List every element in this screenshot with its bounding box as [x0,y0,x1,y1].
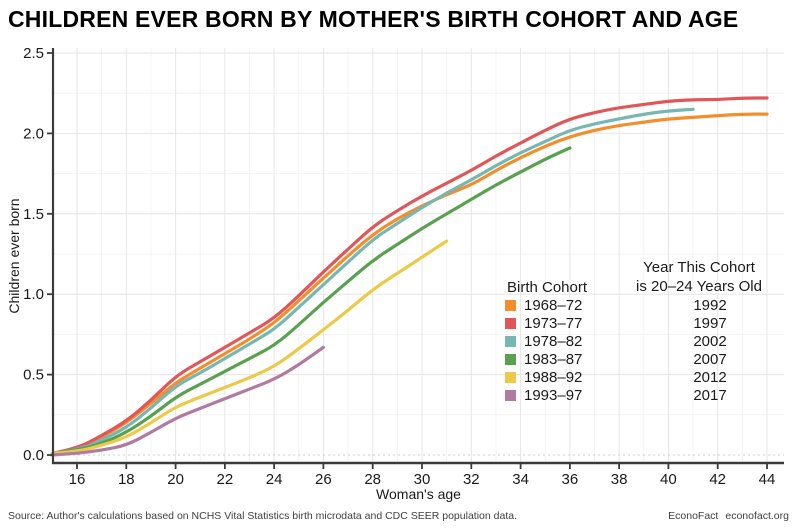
series-line-1983-87 [50,146,572,455]
legend-cohort-label: 1968–72 [524,296,583,314]
legend-year-value: 2002 [693,332,727,350]
legend-year-header-line1: Year This Cohort [643,259,755,276]
x-tick-label: 42 [709,471,726,488]
series-line-1978-82 [50,107,695,455]
x-tick-label: 20 [167,471,184,488]
brand-site: econofact.org [725,510,789,522]
x-tick-label: 26 [315,471,332,488]
legend-swatch-icon [505,353,516,365]
legend-year-value: 2012 [693,368,727,386]
page-title: CHILDREN EVER BORN BY MOTHER'S BIRTH COH… [8,6,739,32]
x-tick-label: 36 [562,471,579,488]
y-tick-label: 1.5 [23,206,44,223]
legend-cohort-header: Birth Cohort [507,279,588,296]
y-tick-label: 1.0 [23,286,44,303]
legend-year-value: 2017 [693,386,727,404]
legend-year-value: 1992 [693,296,727,314]
y-tick-label: 2.0 [23,125,44,142]
legend-cohort-label: 1993–97 [524,386,583,404]
x-tick-label: 40 [660,471,677,488]
legend-swatch-icon [505,335,516,347]
y-tick-label: 2.5 [23,45,44,62]
legend-cohort-label: 1973–77 [524,314,583,332]
series-line-1968-72 [50,112,769,455]
legend-year-value: 2007 [693,350,727,368]
series-line-1988-92 [50,239,449,455]
legend-row: 1973–77 1997 [505,314,797,332]
legend-swatch-icon [505,317,516,329]
x-tick-label: 34 [512,471,529,488]
x-tick-label: 30 [414,471,431,488]
legend-year-header: Year This Cohort is 20–24 Years Old [610,258,788,296]
legend-cohort-label: 1978–82 [524,332,583,350]
series-line-1973-77 [50,96,769,455]
legend-year-header-line2: is 20–24 Years Old [636,278,762,295]
legend-cohort-label: 1988–92 [524,368,583,386]
series-line-1993-97 [50,345,325,457]
legend-cohort-label: 1983–87 [524,350,583,368]
x-tick-label: 44 [759,471,776,488]
legend-year-value: 1997 [693,314,727,332]
legend-row: 1993–97 2017 [505,386,797,404]
x-tick-label: 38 [611,471,628,488]
y-tick-label: 0.5 [23,367,44,384]
x-tick-label: 22 [217,471,234,488]
brand-footer: EconoFact econofact.org [668,510,789,522]
x-axis-label: Woman's age [376,486,461,502]
legend-swatch-icon [505,389,516,401]
legend-row: 1988–92 2012 [505,368,797,386]
brand-name: EconoFact [668,510,719,522]
legend-swatch-icon [505,371,516,383]
legend-row: 1983–87 2007 [505,350,797,368]
legend-swatch-icon [505,299,516,311]
x-tick-label: 28 [364,471,381,488]
legend-row: 1968–72 1992 [505,296,797,314]
y-axis-label: Children ever born [6,198,22,314]
x-tick-label: 18 [118,471,135,488]
x-tick-label: 24 [266,471,283,488]
legend-row: 1978–82 2002 [505,332,797,350]
x-tick-label: 16 [69,471,86,488]
source-note: Source: Author's calculations based on N… [8,510,517,522]
x-tick-label: 32 [463,471,480,488]
y-tick-label: 0.0 [23,447,44,464]
legend: 1968–72 1992 1973–77 1997 1978–82 2002 1983–87… [505,296,797,404]
